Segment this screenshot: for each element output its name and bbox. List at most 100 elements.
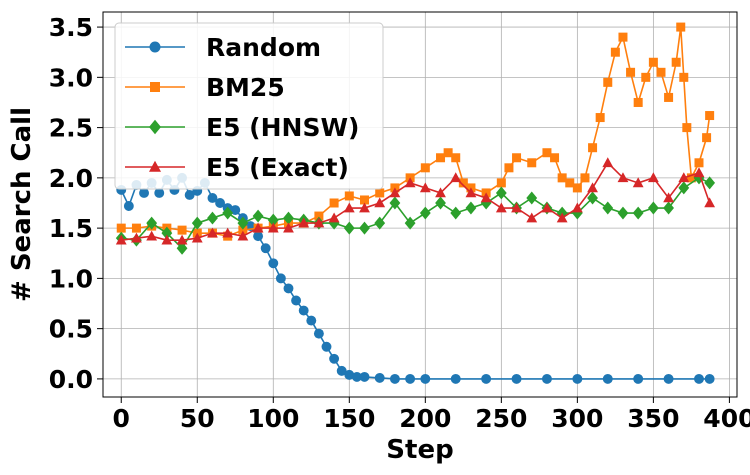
data-point xyxy=(131,223,141,233)
legend-item: BM25 xyxy=(125,73,285,102)
data-point xyxy=(329,198,339,208)
data-point xyxy=(647,201,659,215)
data-point xyxy=(237,230,249,241)
data-point xyxy=(702,133,712,143)
data-point xyxy=(526,212,538,223)
data-point xyxy=(375,188,385,198)
data-point xyxy=(465,201,477,215)
data-point xyxy=(283,211,294,225)
x-tick-label: 300 xyxy=(551,404,603,433)
x-tick-label: 50 xyxy=(180,404,215,433)
data-point xyxy=(306,315,317,326)
legend-marker xyxy=(149,119,161,135)
legend-item: E5 (Exact) xyxy=(125,153,349,182)
data-point xyxy=(450,172,462,183)
x-tick-label: 0 xyxy=(113,404,130,433)
legend-item: E5 (HNSW) xyxy=(125,113,359,142)
data-point xyxy=(267,213,279,227)
y-tick-label: 1.5 xyxy=(49,214,93,243)
data-point xyxy=(207,211,218,225)
data-point xyxy=(580,173,590,183)
data-point xyxy=(359,221,370,235)
data-point xyxy=(511,373,522,384)
data-point xyxy=(191,232,203,243)
x-tick-label: 250 xyxy=(475,404,527,433)
data-point xyxy=(176,241,188,255)
y-tick-label: 3.5 xyxy=(49,13,93,42)
legend-marker xyxy=(149,41,161,53)
data-point xyxy=(693,167,705,178)
data-point xyxy=(571,202,583,213)
data-point xyxy=(404,216,416,230)
axis-ticks: 0 50 100 150 200 250 300 350 400 0.0 0.5 1.0 1.5 2.0 2… xyxy=(49,13,750,433)
data-point xyxy=(632,177,644,188)
data-point xyxy=(313,217,325,228)
series-3 xyxy=(115,157,716,245)
data-point xyxy=(572,373,583,384)
x-tick-label: 350 xyxy=(627,404,679,433)
data-point xyxy=(663,201,674,215)
data-point xyxy=(504,163,514,173)
data-point xyxy=(705,111,715,121)
data-point xyxy=(633,97,643,107)
data-point xyxy=(694,373,704,384)
data-point xyxy=(542,373,552,384)
data-point xyxy=(328,212,340,223)
data-point xyxy=(450,206,462,220)
data-point xyxy=(191,216,203,230)
data-point xyxy=(587,182,598,193)
data-point xyxy=(184,190,195,200)
legend-label: BM25 xyxy=(206,73,285,102)
data-point xyxy=(420,163,430,173)
data-point xyxy=(389,196,401,210)
data-point xyxy=(435,196,446,210)
data-point xyxy=(374,372,385,383)
data-point xyxy=(587,191,598,205)
y-tick-label: 2.5 xyxy=(49,114,93,143)
data-point xyxy=(588,143,598,153)
data-point xyxy=(161,234,173,245)
data-point xyxy=(694,158,704,168)
data-point xyxy=(252,222,264,233)
data-point xyxy=(252,209,264,223)
data-point xyxy=(603,77,613,87)
series-line xyxy=(121,161,711,241)
legend-label: E5 (HNSW) xyxy=(206,113,359,142)
data-point xyxy=(435,187,446,198)
data-point xyxy=(283,283,294,294)
data-point xyxy=(123,201,134,211)
data-point xyxy=(647,172,659,183)
legend-label: Random xyxy=(206,33,321,62)
data-point xyxy=(336,365,347,376)
data-point xyxy=(420,373,431,384)
data-point xyxy=(663,373,674,384)
data-point xyxy=(595,113,605,123)
data-point xyxy=(419,182,431,193)
data-point xyxy=(556,212,568,223)
data-point xyxy=(542,148,552,158)
data-point xyxy=(541,202,553,213)
x-axis-title: Step xyxy=(386,435,453,465)
data-point xyxy=(617,206,629,220)
legend: Random BM25 E5 (HNSW) E5 (Exact) xyxy=(114,22,384,190)
legend-marker xyxy=(149,160,161,172)
data-point xyxy=(704,176,716,190)
data-point xyxy=(511,202,522,213)
series-line xyxy=(121,176,710,250)
data-point xyxy=(238,225,248,235)
data-point xyxy=(139,187,150,198)
data-point xyxy=(230,205,241,215)
data-point xyxy=(344,369,355,380)
data-point xyxy=(641,72,651,82)
data-point xyxy=(374,216,386,230)
legend-box xyxy=(114,22,384,190)
data-point xyxy=(207,193,218,203)
data-point xyxy=(633,373,644,384)
data-point xyxy=(527,158,537,168)
data-point xyxy=(253,231,264,242)
data-point xyxy=(177,225,187,235)
data-point xyxy=(215,198,226,208)
data-point xyxy=(389,373,400,384)
y-tick-label: 0.0 xyxy=(49,365,93,394)
